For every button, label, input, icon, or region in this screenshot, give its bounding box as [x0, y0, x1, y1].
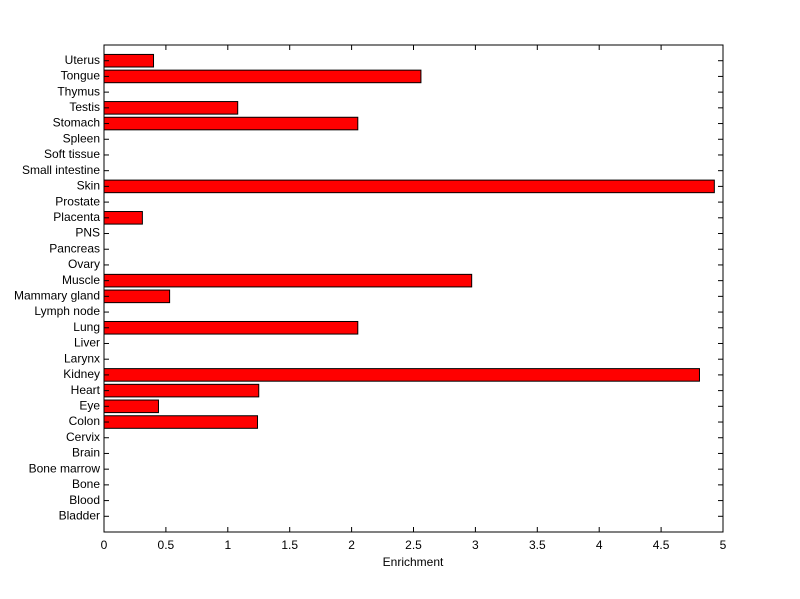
y-tick-label: Muscle — [62, 273, 100, 287]
y-tick-label: Testis — [69, 100, 100, 114]
x-tick-label: 1 — [224, 538, 231, 552]
y-tick-label: Brain — [72, 446, 100, 460]
bar — [103, 320, 359, 335]
bar — [103, 289, 171, 304]
y-tick-label: Tongue — [61, 69, 101, 83]
y-tick-label: Uterus — [65, 53, 100, 67]
x-tick-label: 3 — [472, 538, 479, 552]
axes-box — [103, 44, 724, 533]
y-tick-label: Lung — [73, 320, 100, 334]
bar — [103, 179, 715, 194]
bar — [103, 383, 260, 398]
x-tick-label: 0.5 — [158, 538, 175, 552]
x-tick-label: 2.5 — [405, 538, 422, 552]
bar — [103, 101, 239, 115]
y-tick-label: Ovary — [68, 257, 100, 271]
x-tick-label: 2 — [348, 538, 355, 552]
x-tick-label: 3.5 — [529, 538, 546, 552]
x-tick-label: 5 — [720, 538, 727, 552]
bar — [103, 69, 422, 84]
y-tick-label: Blood — [69, 493, 100, 507]
y-tick-label: Skin — [77, 179, 100, 193]
y-tick-label: Larynx — [64, 351, 100, 365]
bar — [103, 273, 473, 288]
y-tick-label: Thymus — [57, 84, 100, 98]
bar — [103, 399, 159, 414]
y-tick-label: Lymph node — [34, 304, 100, 318]
bar — [103, 368, 700, 382]
bar — [103, 116, 359, 131]
y-tick-label: Stomach — [53, 116, 100, 130]
y-tick-label: Cervix — [66, 430, 100, 444]
y-tick-label: Bone — [72, 477, 100, 491]
bar — [103, 415, 259, 429]
y-tick-label: Pancreas — [49, 241, 100, 255]
y-tick-label: Placenta — [53, 210, 100, 224]
y-tick-label: Colon — [69, 414, 100, 428]
y-tick-label: Heart — [71, 383, 101, 397]
x-tick-label: 1.5 — [281, 538, 298, 552]
y-tick-label: PNS — [75, 226, 100, 240]
y-tick-label: Mammary gland — [14, 289, 100, 303]
y-tick-label: Soft tissue — [44, 147, 100, 161]
y-tick-label: Liver — [74, 336, 100, 350]
y-tick-label: Eye — [79, 398, 100, 412]
y-tick-label: Prostate — [55, 194, 100, 208]
x-tick-label: 0 — [101, 538, 108, 552]
bar — [103, 211, 143, 225]
y-tick-label: Spleen — [63, 131, 100, 145]
x-axis-label: Enrichment — [383, 555, 444, 569]
x-tick-label: 4.5 — [653, 538, 670, 552]
y-tick-label: Bladder — [59, 508, 100, 522]
x-tick-label: 4 — [596, 538, 603, 552]
y-tick-label: Kidney — [63, 367, 100, 381]
y-tick-label: Small intestine — [22, 163, 100, 177]
bar — [103, 53, 155, 68]
y-tick-label: Bone marrow — [29, 461, 101, 475]
